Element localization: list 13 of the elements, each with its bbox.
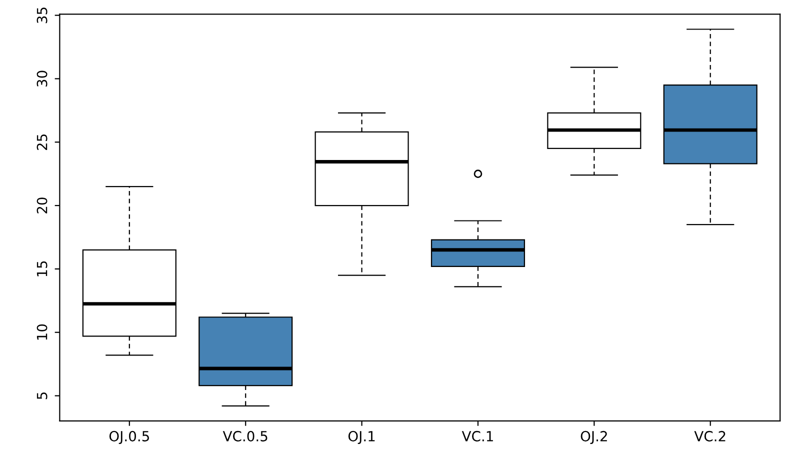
y-tick-label: 35 xyxy=(36,8,48,24)
y-tick-label: 15 xyxy=(36,261,48,276)
x-tick-label: OJ.0.5 xyxy=(109,430,149,444)
y-tick-label: 30 xyxy=(36,70,48,86)
y-tick-label: 10 xyxy=(36,324,48,340)
x-tick-label: VC.1 xyxy=(462,430,493,442)
x-tick-label: VC.2 xyxy=(694,430,726,442)
y-tick-label: 5 xyxy=(36,392,48,400)
x-tick-label: OJ.1 xyxy=(348,430,375,444)
y-tick-label: 25 xyxy=(36,134,48,150)
x-tick-label: VC.0.5 xyxy=(222,430,268,442)
y-tick-label: 20 xyxy=(36,198,48,214)
x-tick-label: OJ.2 xyxy=(580,430,607,444)
